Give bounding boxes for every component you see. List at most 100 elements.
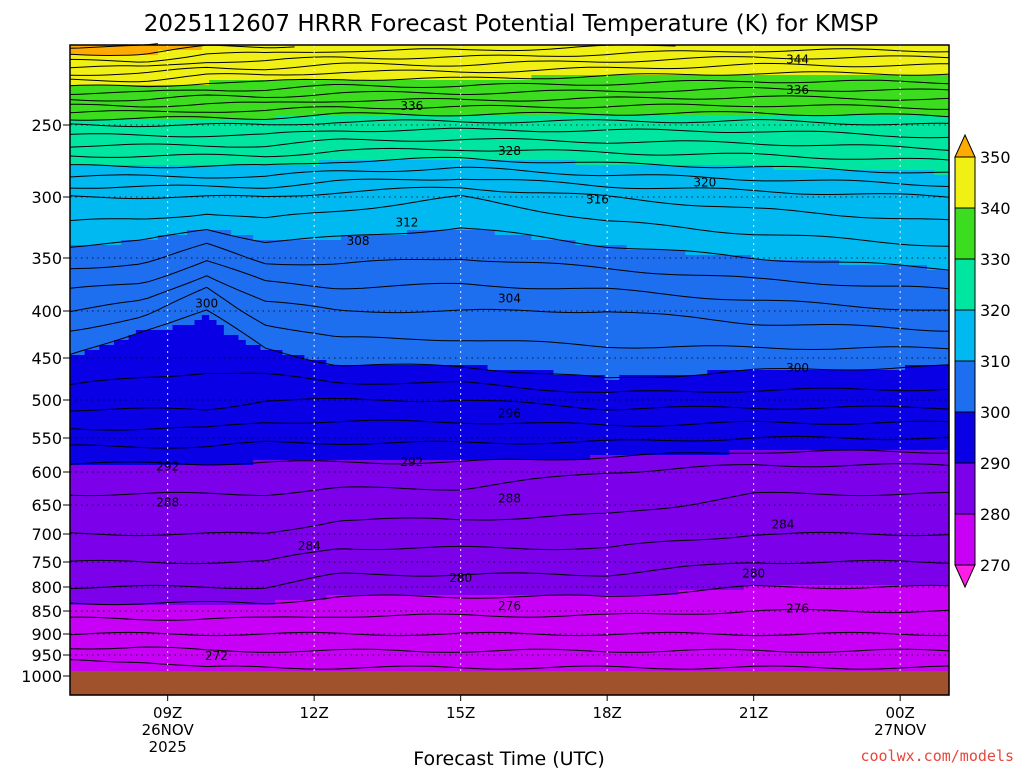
fill-cell <box>839 110 848 116</box>
fill-cell <box>165 140 174 146</box>
fill-cell <box>839 85 848 91</box>
fill-cell <box>861 85 870 91</box>
fill-cell <box>912 225 921 231</box>
fill-cell <box>121 70 130 76</box>
fill-cell <box>399 50 408 56</box>
fill-cell <box>582 125 591 131</box>
fill-cell <box>648 175 657 181</box>
fill-cell <box>729 120 738 126</box>
fill-cell <box>853 125 862 131</box>
fill-cell <box>699 120 708 126</box>
fill-cell <box>560 65 569 71</box>
fill-cell <box>355 210 364 216</box>
fill-cell <box>656 175 664 181</box>
fill-cell <box>231 70 240 76</box>
fill-cell <box>729 230 738 236</box>
fill-cell <box>941 220 950 226</box>
fill-cell <box>648 70 657 76</box>
fill-cell <box>275 240 284 246</box>
fill-cell <box>883 140 891 146</box>
fill-cell <box>531 135 540 141</box>
fill-cell <box>729 155 738 161</box>
fill-cell <box>809 80 818 86</box>
fill-cell <box>289 145 298 151</box>
fill-cell <box>216 210 225 216</box>
fill-cell <box>70 190 78 196</box>
fill-cell <box>472 100 481 106</box>
fill-cell <box>311 190 320 196</box>
fill-cell <box>70 55 78 61</box>
fill-cell <box>890 175 899 181</box>
fill-cell <box>765 160 774 166</box>
fill-cell <box>941 175 950 181</box>
fill-cell <box>333 200 342 206</box>
fill-cell <box>421 230 430 236</box>
fill-cell <box>341 185 349 191</box>
fill-cell <box>443 250 452 256</box>
fill-cell <box>568 155 577 161</box>
fill-cell <box>245 95 254 101</box>
fill-cell <box>348 100 357 106</box>
fill-cell <box>787 150 796 156</box>
fill-cell <box>765 190 774 196</box>
fill-cell <box>421 60 430 66</box>
fill-cell <box>384 215 393 221</box>
fill-cell <box>77 205 86 211</box>
fill-cell <box>568 185 577 191</box>
fill-cell <box>187 185 196 191</box>
fill-cell <box>238 45 247 51</box>
fill-cell <box>165 225 174 231</box>
fill-cell <box>297 115 305 121</box>
fill-cell <box>641 50 650 56</box>
fill-cell <box>70 250 78 256</box>
fill-cell <box>187 55 196 61</box>
fill-cell <box>179 130 188 136</box>
fill-cell <box>531 180 540 186</box>
fill-cell <box>531 195 540 201</box>
fill-cell <box>612 50 620 56</box>
fill-cell <box>77 100 86 106</box>
fill-cell <box>502 180 511 186</box>
fill-cell <box>165 210 174 216</box>
fill-cell <box>253 105 262 111</box>
fill-cell <box>363 65 371 71</box>
fill-cell <box>546 225 555 231</box>
fill-cell <box>582 90 591 96</box>
fill-cell <box>641 115 650 121</box>
fill-cell <box>802 50 811 56</box>
fill-cell <box>714 145 723 151</box>
fill-cell <box>531 200 540 206</box>
fill-cell <box>575 50 584 56</box>
fill-cell <box>868 95 877 101</box>
fill-cell <box>575 120 584 126</box>
fill-cell <box>751 145 760 151</box>
fill-cell <box>128 145 137 151</box>
fill-cell <box>150 75 159 81</box>
fill-cell <box>392 75 401 81</box>
fill-cell <box>656 210 664 216</box>
fill-cell <box>377 115 386 121</box>
fill-cell <box>795 170 804 176</box>
fill-cell <box>839 245 848 251</box>
fill-cell <box>172 100 181 106</box>
fill-cell <box>773 65 782 71</box>
fill-cell <box>897 215 906 221</box>
fill-cell <box>780 170 789 176</box>
fill-cell <box>187 225 196 231</box>
fill-cell <box>773 85 782 91</box>
fill-cell <box>282 120 291 126</box>
fill-cell <box>861 95 870 101</box>
fill-cell <box>736 75 745 81</box>
fill-cell <box>912 45 921 51</box>
fill-cell <box>194 180 203 186</box>
fill-cell <box>128 185 137 191</box>
fill-cell <box>736 45 745 51</box>
fill-cell <box>106 115 115 121</box>
fill-cell <box>641 240 650 246</box>
fill-cell <box>780 75 789 81</box>
fill-cell <box>809 75 818 81</box>
fill-cell <box>216 125 225 131</box>
fill-cell <box>399 140 408 146</box>
fill-cell <box>91 245 100 251</box>
fill-cell <box>348 135 357 141</box>
